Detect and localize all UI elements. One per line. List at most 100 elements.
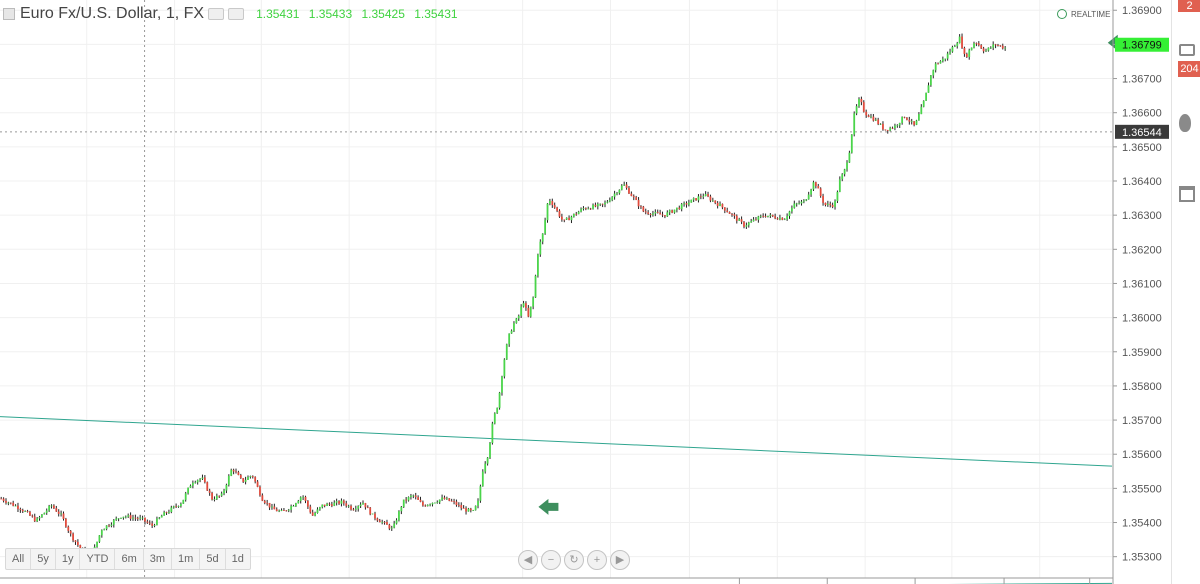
candlestick-series — [0, 33, 1007, 559]
candle-body-218 — [522, 303, 525, 307]
candle-body-395 — [946, 53, 949, 59]
candle-400 — [958, 34, 961, 44]
calendar-stack-icon[interactable] — [1179, 44, 1195, 56]
zoom-in-button[interactable]: + — [587, 550, 607, 570]
candle-413 — [989, 46, 992, 49]
candle-body-78 — [187, 487, 189, 494]
visibility-toggle-icon[interactable] — [208, 8, 225, 20]
candle-body-351 — [841, 174, 844, 180]
symbol-title[interactable]: Euro Fx/U.S. Dollar, 1, FX — [20, 5, 205, 22]
candle-body-369 — [884, 129, 887, 131]
candle-364 — [872, 114, 875, 122]
candle-body-143 — [342, 500, 345, 504]
range-selector: All 5y 1y YTD 6m 3m 1m 5d 1d — [5, 548, 251, 570]
range-button-1m[interactable]: 1m — [172, 549, 201, 569]
candle-329 — [788, 210, 791, 219]
candle-body-311 — [745, 225, 748, 227]
candle-252 — [604, 200, 606, 208]
candle-246 — [589, 207, 592, 210]
candle-254 — [608, 197, 611, 203]
candle-379 — [908, 116, 911, 125]
y-tick-label-6: 1.36300 — [1122, 210, 1162, 222]
candle-338 — [810, 188, 812, 197]
candle-6 — [14, 504, 17, 507]
calendar-icon[interactable] — [1179, 186, 1195, 202]
candle-399 — [956, 41, 959, 49]
candle-body-114 — [273, 506, 276, 510]
price-axis[interactable]: 1.369001.368001.367001.366001.365001.364… — [0, 0, 1169, 584]
candle-body-56 — [134, 517, 137, 519]
candle-116 — [278, 509, 281, 513]
candle-body-204 — [489, 442, 491, 458]
range-button-1d[interactable]: 1d — [231, 553, 244, 565]
candle-body-95 — [227, 475, 230, 485]
candle-body-273 — [654, 211, 657, 214]
candle-58 — [139, 514, 142, 521]
candle-105 — [251, 475, 254, 479]
notifications-badge[interactable]: 204 — [1178, 61, 1200, 77]
candle-body-130 — [311, 512, 314, 516]
range-button-3m[interactable]: 3m — [144, 549, 173, 569]
candle-294 — [704, 191, 707, 197]
candle-315 — [755, 217, 757, 221]
candle-body-232 — [556, 207, 558, 211]
alerts-badge[interactable]: 2 — [1178, 0, 1200, 12]
scroll-left-button[interactable]: ◀ — [518, 550, 538, 570]
candle-389 — [932, 69, 935, 79]
candle-103 — [247, 475, 249, 480]
candle-265 — [635, 195, 638, 201]
candle-227 — [544, 217, 547, 235]
candle-body-313 — [750, 221, 753, 223]
candle-112 — [268, 502, 271, 511]
candle-133 — [318, 506, 321, 511]
candle-body-404 — [968, 50, 971, 58]
candle-160 — [383, 520, 386, 525]
candle-body-90 — [215, 495, 218, 500]
candle-body-162 — [388, 524, 391, 529]
range-button-5y[interactable]: 5y — [31, 549, 56, 569]
candle-body-52 — [124, 516, 127, 518]
candle-body-239 — [572, 213, 575, 217]
range-button-ytd[interactable]: YTD — [80, 549, 116, 569]
candle-body-284 — [680, 204, 683, 210]
candle-body-148 — [354, 508, 357, 510]
candle-body-265 — [635, 197, 638, 200]
candle-244 — [584, 207, 587, 211]
candle-body-5 — [12, 502, 15, 506]
reset-chart-button[interactable]: ↻ — [564, 550, 584, 570]
candle-body-237 — [568, 217, 570, 221]
candle-body-47 — [112, 520, 115, 525]
candle-body-415 — [994, 44, 997, 46]
candle-140 — [335, 498, 338, 506]
range-button-1y[interactable]: 1y — [56, 549, 81, 569]
scroll-right-button[interactable]: ▶ — [610, 550, 630, 570]
candle-body-215 — [515, 318, 518, 324]
candle-29 — [69, 530, 72, 537]
candle-body-358 — [858, 98, 860, 107]
symbol-square-icon[interactable] — [3, 8, 15, 20]
candle-body-182 — [436, 502, 439, 504]
settings-toggle-icon[interactable] — [228, 8, 245, 20]
candle-body-17 — [41, 514, 43, 518]
candle-body-247 — [592, 204, 594, 210]
candle-body-180 — [431, 502, 434, 505]
zoom-out-button[interactable]: − — [541, 550, 561, 570]
candle-282 — [675, 207, 678, 213]
candle-body-259 — [620, 185, 623, 190]
range-button-5d[interactable]: 5d — [200, 549, 226, 569]
candle-76 — [182, 499, 185, 504]
hotlist-flame-icon[interactable] — [1179, 114, 1191, 132]
candle-body-315 — [755, 219, 757, 221]
candle-179 — [429, 503, 431, 507]
candle-body-31 — [74, 540, 77, 542]
candle-body-8 — [19, 509, 22, 510]
candle-body-4 — [9, 502, 12, 504]
range-button-6m[interactable]: 6m — [115, 549, 144, 569]
candle-body-416 — [997, 45, 999, 46]
candle-314 — [752, 217, 755, 222]
candle-body-275 — [659, 212, 662, 215]
price-tag-crosshair — [1115, 124, 1169, 139]
candle-350 — [838, 176, 841, 193]
range-button-all[interactable]: All — [6, 549, 32, 569]
